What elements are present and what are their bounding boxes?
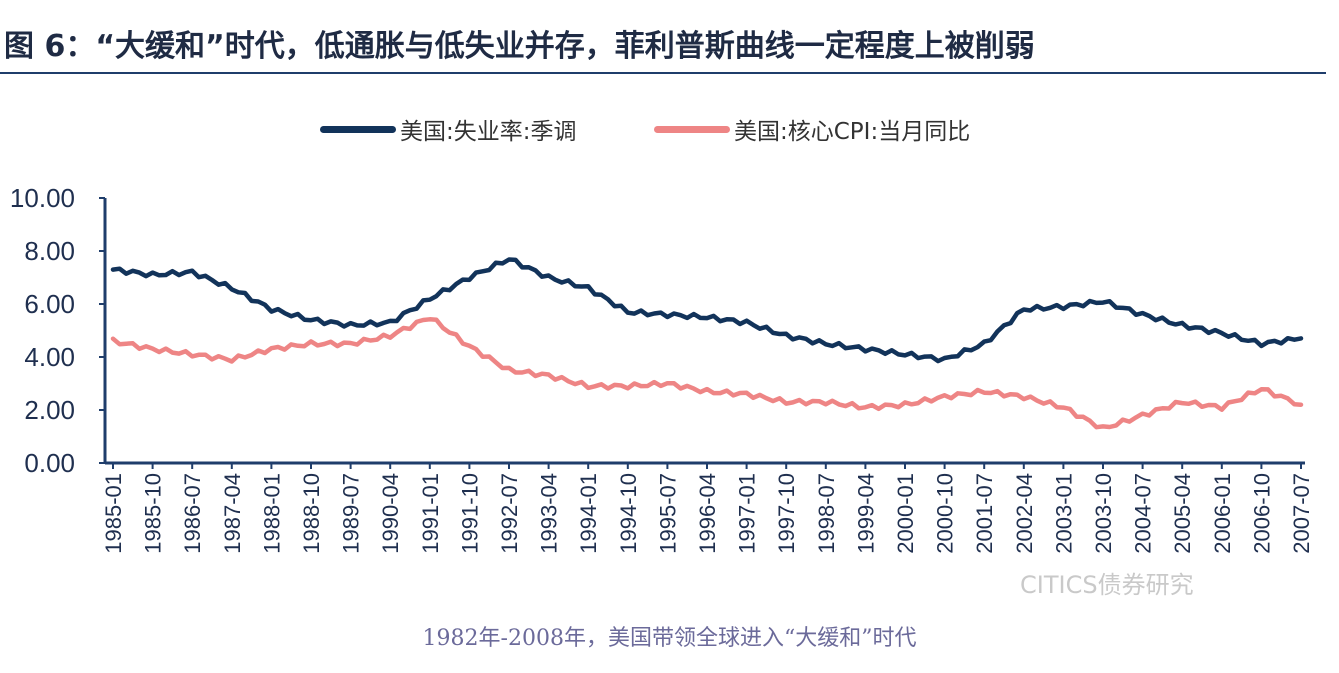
x-tick-label: 1994-10 (616, 473, 641, 554)
cpi-line (110, 317, 1304, 430)
y-tick-label: 10.00 (10, 183, 75, 213)
x-tick-label: 1989-07 (339, 473, 364, 554)
y-tick-label: 4.00 (24, 342, 75, 372)
x-tick-label: 2000-01 (893, 473, 918, 554)
x-tick-label: 1988-10 (299, 473, 324, 554)
legend-item-cpi: 美国:核心CPI:当月同比 (654, 111, 970, 147)
legend-label-unemployment: 美国:失业率:季调 (400, 119, 577, 145)
title-divider (0, 72, 1326, 74)
y-tick-label: 6.00 (24, 289, 75, 319)
watermark: CITICS债券研究 (1020, 571, 1194, 599)
x-tick-label: 2005-04 (1170, 473, 1195, 554)
x-tick-label: 2003-01 (1051, 473, 1076, 554)
x-tick-label: 2002-04 (1012, 473, 1037, 554)
unemployment-line (110, 257, 1304, 364)
legend-item-unemployment: 美国:失业率:季调 (320, 111, 577, 147)
x-tick-label: 1987-04 (220, 473, 245, 554)
x-tick-label: 1995-07 (655, 473, 680, 554)
x-tick-label: 1994-01 (576, 473, 601, 554)
x-tick-label: 1998-07 (814, 473, 839, 554)
x-tick-label: 2000-10 (933, 473, 958, 554)
x-tick-label: 1999-04 (853, 473, 878, 554)
x-tick-label: 1991-01 (418, 473, 443, 554)
x-tick-label: 2001-07 (972, 473, 997, 554)
legend-swatch-cpi (654, 125, 730, 133)
y-tick-label: 2.00 (24, 395, 75, 425)
legend-swatch-unemployment (320, 125, 396, 133)
figure-caption: 1982年-2008年，美国带领全球进入“大缓和”时代 (422, 626, 917, 651)
x-tick-label: 2006-01 (1210, 473, 1235, 554)
figure-title: 图 6：“大缓和”时代，低通胀与低失业并存，菲利普斯曲线一定程度上被削弱 (4, 29, 1035, 64)
x-tick-label: 1997-01 (735, 473, 760, 554)
x-tick-label: 2004-07 (1131, 473, 1156, 554)
legend-label-cpi: 美国:核心CPI:当月同比 (734, 119, 971, 145)
x-tick-label: 1997-10 (774, 473, 799, 554)
y-tick-label: 8.00 (24, 236, 75, 266)
x-tick-label: 1996-04 (695, 473, 720, 554)
x-tick-label: 1985-01 (101, 473, 126, 554)
line-chart: 0.00 2.00 4.00 6.00 8.00 10.00 1985-01 1985-10 1… (10, 183, 1314, 554)
y-tick-label: 0.00 (24, 448, 75, 478)
x-tick-label: 1990-04 (378, 473, 403, 554)
x-tick-label: 1988-01 (259, 473, 284, 554)
x-tick-label: 1991-10 (457, 473, 482, 554)
chart-legend: 美国:失业率:季调 美国:核心CPI:当月同比 (0, 111, 1339, 147)
x-tick-label: 1992-07 (497, 473, 522, 554)
x-tick-label: 2006-10 (1249, 473, 1274, 554)
x-tick-label: 2003-10 (1091, 473, 1116, 554)
x-tick-label: 1986-07 (180, 473, 205, 554)
x-tick-label: 1985-10 (141, 473, 166, 554)
x-tick-label: 1993-04 (537, 473, 562, 554)
x-tick-label: 2007-07 (1289, 473, 1314, 554)
